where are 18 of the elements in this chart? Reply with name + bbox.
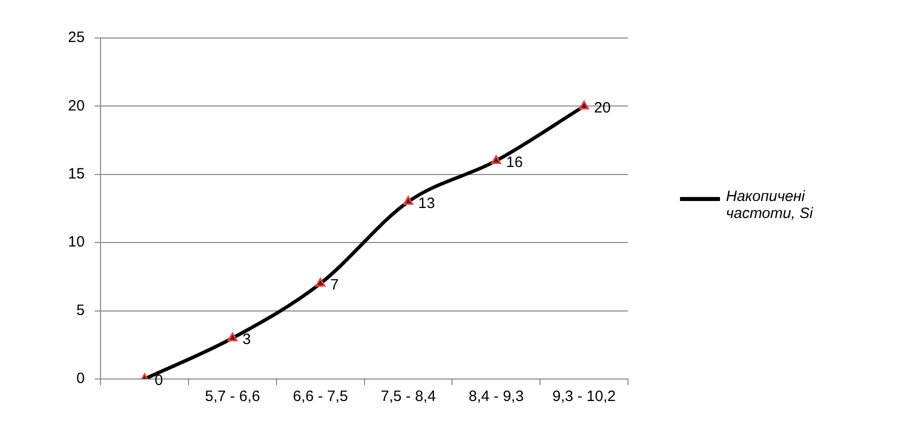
data-label: 7	[330, 276, 339, 294]
x-tick-label: 6,6 - 7,5	[292, 388, 348, 406]
legend-label: Накопичені частоти, Si	[726, 188, 814, 222]
y-tick-label: 15	[68, 166, 85, 183]
data-label: 3	[242, 331, 251, 348]
x-tick-label: 8,4 - 9,3	[468, 388, 524, 406]
x-tick-label: 7,5 - 8,4	[380, 388, 436, 406]
data-label: 20	[594, 99, 611, 116]
y-tick-label: 10	[68, 234, 85, 251]
x-tick-label: 5,7 - 6,6	[204, 388, 260, 406]
y-tick-label: 0	[76, 370, 85, 388]
data-label: 16	[506, 154, 523, 171]
data-label: 13	[418, 194, 435, 212]
data-label: 0	[154, 372, 163, 390]
y-tick-label: 5	[76, 302, 85, 319]
x-tick-label: 9,3 - 10,2	[552, 388, 616, 406]
y-tick-label: 20	[68, 97, 85, 114]
y-tick-label: 25	[68, 29, 85, 46]
